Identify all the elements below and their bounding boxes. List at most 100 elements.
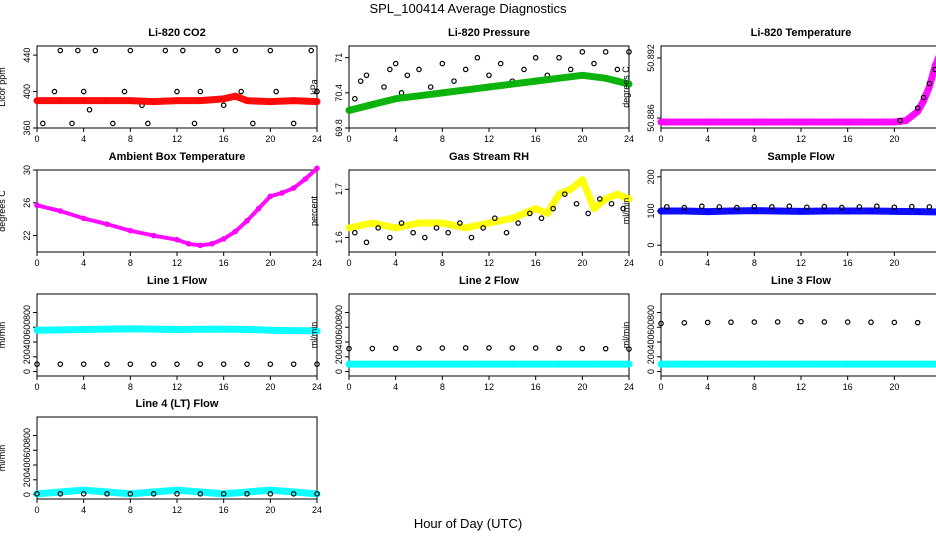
data-point (868, 319, 874, 326)
li-820-temperature-series-1 (897, 66, 936, 124)
data-point (34, 202, 40, 209)
x-tick-label: 16 (219, 382, 229, 392)
data-point (445, 229, 451, 236)
sample-flow-y-axis-label: ml/min (621, 198, 631, 225)
data-point (209, 241, 215, 247)
data-point (220, 236, 227, 242)
data-point (197, 242, 204, 249)
x-tick-label: 4 (81, 382, 86, 392)
data-point (891, 361, 898, 367)
data-point (174, 236, 180, 243)
x-axis-title: Hour of Day (UTC) (413, 516, 523, 531)
line-2-flow-title: Line 2 Flow (459, 275, 519, 287)
data-point (821, 361, 828, 367)
data-point (244, 491, 250, 497)
x-tick-label: 4 (393, 382, 398, 392)
x-tick-label: 4 (705, 382, 710, 392)
data-point (392, 345, 399, 352)
data-point (626, 196, 632, 202)
data-point (174, 97, 180, 104)
x-tick-label: 4 (393, 258, 398, 268)
data-point (658, 361, 664, 367)
data-point (728, 208, 734, 214)
y-tick-label: 50.886 (646, 104, 656, 132)
data-point (699, 203, 705, 210)
data-point (556, 54, 562, 61)
data-point (40, 120, 46, 127)
line-4-lt-flow-title: Line 4 (LT) Flow (135, 398, 219, 410)
data-point (751, 319, 758, 325)
data-point (220, 102, 227, 109)
y-tick-label: 70.4 (334, 84, 344, 102)
y-tick-label: 0 (646, 369, 656, 374)
data-point (51, 88, 58, 95)
data-point (704, 361, 711, 367)
x-tick-label: 8 (440, 134, 445, 144)
y-tick-label: 800 (22, 428, 32, 443)
y-tick-label: 100 (646, 203, 656, 218)
data-point (658, 320, 664, 327)
data-point (80, 491, 87, 497)
x-tick-label: 12 (172, 258, 182, 268)
data-point (492, 215, 498, 222)
data-point (34, 361, 40, 367)
data-point (416, 92, 422, 99)
data-point (480, 225, 486, 231)
data-point (704, 119, 711, 125)
data-point (150, 232, 157, 239)
data-point (416, 361, 422, 367)
data-point (104, 491, 110, 497)
data-point (821, 319, 828, 325)
x-tick-label: 8 (440, 382, 445, 392)
data-point (34, 491, 40, 497)
line-1-flow-title: Line 1 Flow (147, 275, 207, 287)
y-tick-label: 360 (22, 120, 32, 135)
x-tick-label: 12 (484, 134, 494, 144)
data-point (127, 491, 134, 497)
data-point (926, 204, 933, 210)
data-point (602, 345, 609, 352)
x-tick-label: 0 (34, 134, 39, 144)
data-point (664, 204, 670, 210)
page-title: SPL_100414 Average Diagnostics (369, 1, 567, 16)
data-point (515, 220, 521, 226)
data-point (416, 66, 422, 73)
data-point (185, 241, 192, 247)
data-point (197, 491, 204, 497)
data-point (34, 327, 40, 333)
data-point (244, 218, 250, 224)
line-3-flow-title: Line 3 Flow (771, 275, 831, 287)
data-point (314, 361, 320, 367)
data-point (926, 84, 933, 90)
data-point (290, 327, 297, 334)
li-820-temperature-y-axis-label: degrees C (621, 66, 631, 108)
data-point (104, 97, 110, 104)
data-point (80, 97, 87, 104)
data-point (751, 203, 758, 210)
data-point (468, 234, 475, 241)
x-tick-label: 12 (484, 382, 494, 392)
data-point (267, 47, 274, 54)
data-point (238, 88, 244, 95)
data-point (392, 361, 399, 367)
data-point (232, 228, 239, 235)
data-point (597, 196, 603, 202)
data-point (127, 326, 134, 332)
data-point (127, 47, 134, 54)
data-point (127, 361, 134, 367)
x-tick-label: 8 (752, 134, 757, 144)
x-tick-label: 16 (843, 382, 853, 392)
data-point (891, 204, 898, 211)
data-point (104, 221, 110, 227)
data-point (914, 361, 921, 367)
y-tick-label: 400 (646, 335, 656, 350)
data-point (591, 60, 597, 67)
x-tick-label: 20 (889, 134, 899, 144)
x-tick-label: 12 (172, 505, 182, 515)
data-point (844, 119, 851, 125)
x-tick-label: 20 (265, 134, 275, 144)
data-point (704, 319, 711, 326)
data-point (174, 361, 180, 367)
li-820-co2-chart: 0 4 8 12 16 20 24 360 400 440 Licor ppm (0, 45, 322, 144)
